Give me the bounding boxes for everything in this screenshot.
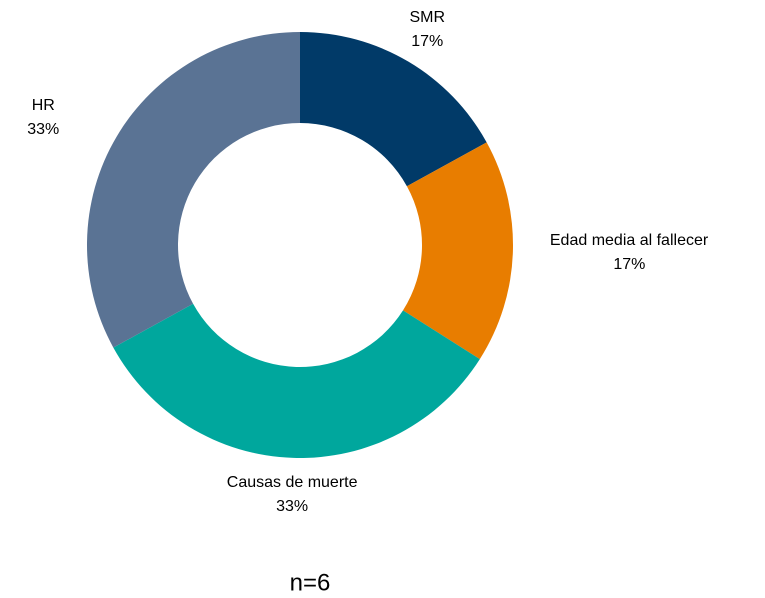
slice-label: HR	[32, 97, 55, 114]
slice-value-label: 33%	[27, 121, 59, 138]
donut-slice	[300, 32, 487, 187]
slice-label: Causas de muerte	[227, 474, 358, 491]
annotation: n=6	[290, 569, 331, 596]
slice-label: Edad media al fallecer	[550, 232, 709, 249]
slice-label: SMR	[409, 9, 445, 26]
slice-value-label: 17%	[613, 256, 645, 273]
donut-slice	[403, 142, 513, 360]
donut-slice	[113, 303, 480, 459]
slice-value-label: 17%	[411, 33, 443, 50]
slice-value-label: 33%	[276, 498, 308, 515]
donut-slice	[87, 32, 300, 348]
